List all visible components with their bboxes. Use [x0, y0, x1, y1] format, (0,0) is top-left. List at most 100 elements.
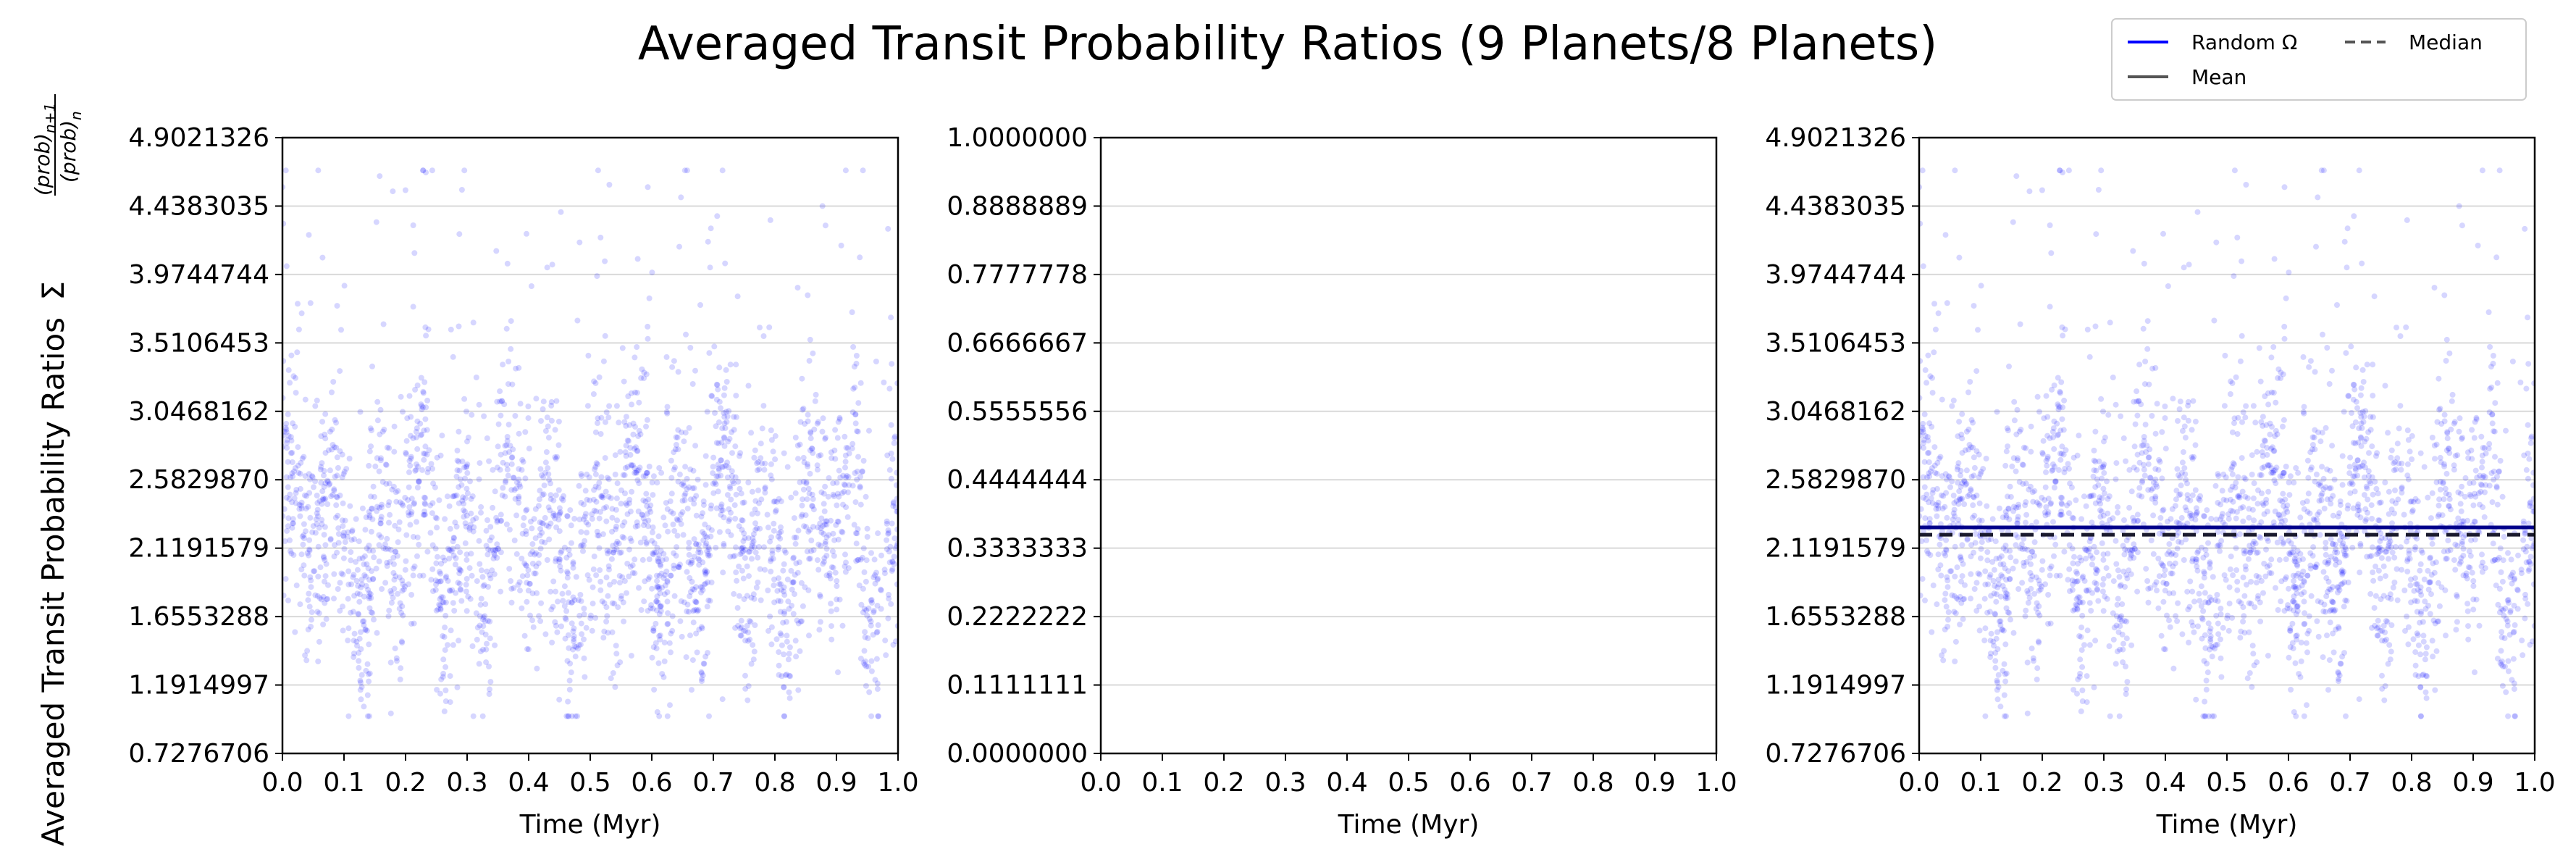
data-point [425, 326, 432, 333]
data-point [592, 483, 599, 490]
data-point [655, 583, 662, 590]
data-point [733, 569, 739, 576]
data-point [2437, 454, 2443, 461]
data-point [719, 167, 726, 174]
data-point [498, 398, 505, 404]
data-point [613, 403, 620, 409]
data-point [2320, 475, 2327, 482]
data-point [2409, 509, 2415, 515]
data-point [2045, 621, 2051, 627]
data-point [312, 592, 319, 598]
data-point [1919, 538, 1925, 544]
data-point [781, 588, 786, 595]
data-point [2418, 592, 2425, 598]
scatter-series [282, 167, 898, 719]
data-point [2490, 540, 2496, 547]
data-point [654, 583, 660, 590]
data-point [716, 467, 722, 473]
data-point [776, 496, 782, 502]
data-point [2092, 459, 2099, 465]
data-point [345, 625, 352, 632]
data-point [395, 526, 402, 532]
data-point [470, 517, 477, 523]
y-tick-label: 1.6553288 [128, 602, 269, 632]
data-point [694, 649, 700, 656]
data-point [627, 564, 634, 570]
data-point [2170, 665, 2177, 672]
data-point [2089, 493, 2095, 499]
data-point [534, 665, 540, 672]
data-point [396, 574, 403, 580]
data-point [641, 375, 647, 381]
data-point [781, 651, 787, 658]
data-point [407, 462, 414, 469]
data-point [377, 173, 383, 180]
data-point [2324, 632, 2330, 639]
data-point [741, 596, 747, 603]
data-point [2135, 398, 2141, 404]
data-point [823, 518, 830, 525]
data-point [2510, 630, 2517, 636]
y-tick-label: 1.1914997 [1765, 671, 1906, 701]
data-point [2404, 556, 2411, 562]
data-point [2239, 258, 2245, 264]
data-point [2339, 653, 2346, 660]
data-point [386, 607, 393, 614]
data-point [2131, 546, 2138, 552]
data-point [2254, 501, 2261, 507]
data-point [2101, 490, 2107, 497]
data-point [2414, 535, 2420, 542]
data-point [1982, 625, 1989, 632]
data-point [2183, 477, 2189, 483]
data-point [283, 263, 290, 269]
data-point [2000, 574, 2006, 580]
data-point [2105, 411, 2112, 418]
data-point [1982, 568, 1989, 574]
data-point [2080, 573, 2086, 580]
data-point [650, 606, 656, 612]
data-point [2158, 560, 2165, 567]
data-point [2047, 501, 2054, 507]
data-point [2317, 532, 2323, 538]
data-point [2021, 546, 2028, 552]
data-point [2414, 609, 2420, 615]
data-point [705, 544, 712, 551]
x-tick-label: 0.7 [1511, 768, 1552, 798]
scatter-series [1919, 167, 2535, 719]
data-point [655, 660, 662, 666]
data-point [2169, 570, 2176, 577]
data-point [2044, 456, 2051, 461]
data-point [851, 364, 857, 370]
data-point [573, 644, 579, 650]
data-point [2007, 617, 2013, 623]
data-point [626, 422, 633, 428]
data-point [316, 638, 322, 645]
data-point [732, 624, 739, 631]
data-point [716, 529, 723, 535]
data-point [819, 428, 826, 435]
data-point [668, 572, 674, 579]
data-point [705, 579, 711, 585]
data-point [2488, 470, 2495, 476]
data-point [547, 507, 553, 514]
data-point [723, 379, 730, 385]
data-point [2007, 576, 2013, 582]
data-point [2184, 492, 2191, 498]
data-point [731, 502, 738, 509]
data-point [762, 484, 768, 490]
data-point [2447, 506, 2454, 513]
data-point [2100, 409, 2106, 414]
data-point [2081, 642, 2087, 648]
data-point [351, 654, 357, 660]
data-point [2115, 629, 2122, 635]
data-point [874, 680, 881, 687]
data-point [2412, 575, 2418, 582]
data-point [894, 509, 898, 515]
data-point [889, 456, 896, 462]
data-point [718, 501, 725, 508]
data-point [833, 522, 839, 528]
data-point [2249, 540, 2256, 547]
data-point [285, 432, 292, 439]
data-point [2344, 598, 2350, 604]
data-point [2432, 687, 2438, 693]
